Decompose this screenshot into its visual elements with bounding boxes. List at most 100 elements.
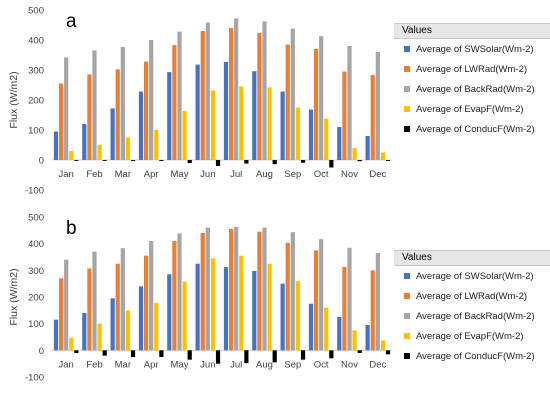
legend-swatch bbox=[404, 126, 410, 132]
bar bbox=[205, 22, 210, 160]
legend-item: Average of SWSolar(Wm-2) bbox=[394, 39, 550, 59]
bar bbox=[143, 61, 149, 160]
legend-label: Average of BackRad(Wm-2) bbox=[416, 83, 535, 95]
bar bbox=[385, 350, 391, 355]
bar bbox=[215, 350, 221, 364]
x-tick-label: Dec bbox=[369, 169, 386, 180]
x-tick-label: Oct bbox=[314, 169, 329, 180]
bar bbox=[308, 109, 314, 160]
y-tick-label: 300 bbox=[28, 66, 44, 77]
legend-label: Average of EvapF(Wm-2) bbox=[416, 103, 524, 115]
bar bbox=[102, 160, 107, 161]
x-tick-label: Sep bbox=[284, 359, 301, 370]
bar bbox=[385, 160, 391, 161]
bar bbox=[365, 325, 370, 351]
bar bbox=[280, 91, 285, 160]
legend-label: Average of SWSolar(Wm-2) bbox=[416, 270, 534, 282]
y-tick-label: -100 bbox=[25, 186, 44, 197]
legend-swatch bbox=[404, 293, 410, 299]
legend-item: Average of BackRad(Wm-2) bbox=[394, 79, 550, 99]
bar bbox=[347, 46, 352, 160]
legend-items: Average of SWSolar(Wm-2) Average of LWRad… bbox=[394, 39, 550, 139]
bar bbox=[380, 340, 386, 351]
bar bbox=[167, 72, 172, 160]
legend-a: Values Average of SWSolar(Wm-2) Average o… bbox=[394, 23, 550, 139]
bar bbox=[120, 248, 125, 351]
y-tick-label: 200 bbox=[28, 96, 44, 107]
bar bbox=[329, 160, 334, 168]
chart-svg-a: -100 0 100 200 300 400 500 Flux (W/m2) a Jan Feb Ma… bbox=[8, 6, 392, 197]
legend-item: Average of LWRad(Wm-2) bbox=[394, 59, 550, 79]
y-axis-label: Flux (W/m2) bbox=[8, 268, 20, 325]
bar bbox=[239, 255, 244, 351]
bar bbox=[187, 160, 192, 163]
legend-label: Average of LWRad(Wm-2) bbox=[416, 63, 528, 75]
bar bbox=[252, 71, 257, 160]
x-tick-label: Jun bbox=[200, 359, 215, 370]
legend-title: Values bbox=[394, 250, 550, 266]
bar bbox=[82, 313, 87, 351]
x-tick-label: Nov bbox=[341, 359, 358, 370]
bar bbox=[82, 124, 87, 160]
bar bbox=[74, 350, 79, 353]
legend-item: Average of ConducF(Wm-2) bbox=[394, 346, 550, 366]
y-tick-label: 400 bbox=[28, 36, 44, 47]
bar bbox=[365, 136, 370, 160]
x-tick-label: Sep bbox=[284, 169, 301, 180]
bar bbox=[187, 350, 192, 360]
bar bbox=[313, 250, 319, 351]
bar bbox=[342, 266, 347, 351]
legend-swatch bbox=[404, 66, 410, 72]
bar bbox=[64, 57, 69, 160]
x-tick-label: Jan bbox=[59, 359, 74, 370]
bar bbox=[138, 91, 144, 160]
bar bbox=[195, 263, 200, 351]
bar bbox=[342, 71, 347, 160]
bar bbox=[375, 253, 380, 351]
bar bbox=[280, 283, 285, 351]
y-tick-label: 0 bbox=[39, 156, 44, 167]
bar bbox=[370, 270, 375, 351]
bar bbox=[262, 21, 267, 161]
bar bbox=[244, 160, 249, 164]
bar bbox=[110, 298, 115, 351]
panel-label: a bbox=[66, 11, 77, 32]
bar bbox=[97, 145, 102, 160]
x-tick-label: Oct bbox=[314, 359, 329, 370]
legend-label: Average of LWRad(Wm-2) bbox=[416, 290, 528, 302]
bar bbox=[154, 302, 159, 351]
bar bbox=[69, 337, 74, 351]
legend-item: Average of LWRad(Wm-2) bbox=[394, 286, 550, 306]
bar bbox=[200, 233, 205, 351]
bar bbox=[182, 281, 187, 351]
bar bbox=[125, 137, 131, 160]
bar bbox=[115, 69, 120, 160]
y-tick-label: 500 bbox=[28, 213, 44, 224]
x-tick-label: Jul bbox=[230, 169, 242, 180]
bar bbox=[149, 40, 154, 160]
bar bbox=[228, 28, 234, 160]
bar bbox=[205, 227, 210, 351]
bar bbox=[352, 148, 357, 160]
bar bbox=[143, 255, 149, 351]
bar bbox=[92, 251, 97, 351]
x-tick-label: Jan bbox=[59, 169, 74, 180]
bar bbox=[295, 107, 301, 160]
bar bbox=[64, 259, 69, 351]
bar bbox=[182, 111, 187, 160]
x-tick-label: Feb bbox=[86, 359, 102, 370]
bar bbox=[172, 45, 177, 160]
bar bbox=[58, 83, 64, 160]
bar bbox=[74, 160, 79, 161]
bar bbox=[97, 323, 102, 351]
bar bbox=[308, 303, 314, 351]
bar bbox=[262, 227, 267, 351]
x-tick-label: Nov bbox=[341, 169, 358, 180]
chart-panel-b: -100 0 100 200 300 400 500 Flux (W/m2) b Jan Feb Ma… bbox=[0, 205, 550, 411]
bar bbox=[92, 50, 97, 160]
y-tick-label: 400 bbox=[28, 239, 44, 250]
bar bbox=[380, 152, 386, 160]
bar bbox=[200, 31, 205, 160]
bar bbox=[357, 160, 362, 162]
bar bbox=[159, 350, 164, 357]
